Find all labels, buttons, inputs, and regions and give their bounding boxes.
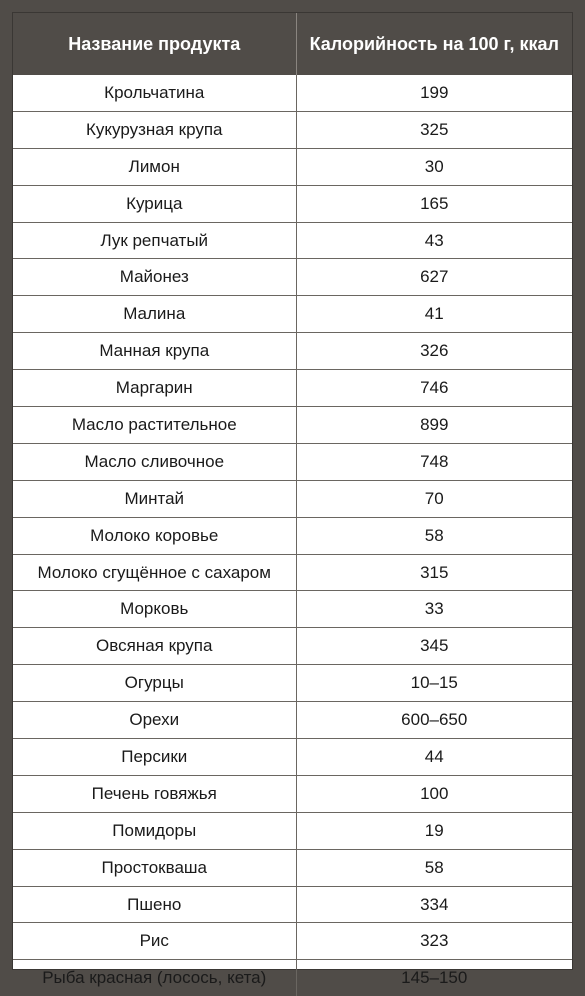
calories-cell: 899 — [295, 406, 572, 444]
product-name-cell: Печень говяжья — [13, 774, 297, 813]
product-name-cell: Простокваша — [13, 848, 297, 887]
table-row: Рис 323 — [13, 922, 572, 961]
table-row: Помидоры 19 — [13, 811, 572, 850]
product-name-cell: Курица — [13, 184, 297, 223]
calories-cell: 199 — [295, 75, 572, 112]
table-row: Малина 41 — [13, 295, 572, 334]
product-name-cell: Персики — [13, 738, 297, 776]
table-row: Маргарин 746 — [13, 369, 572, 408]
calories-cell: 70 — [295, 479, 572, 518]
product-name-cell: Лимон — [13, 147, 297, 186]
table-row: Крольчатина 199 — [13, 75, 572, 112]
calories-cell: 748 — [295, 442, 572, 481]
calories-cell: 10–15 — [295, 664, 572, 703]
product-name-cell: Маргарин — [13, 369, 297, 408]
table-row: Молоко сгущённое с сахаром 315 — [13, 553, 572, 592]
header-product-name: Название продукта — [13, 13, 297, 75]
product-name-cell: Молоко сгущённое с сахаром — [13, 553, 297, 592]
table-row: Масло растительное 899 — [13, 406, 572, 444]
table-row: Минтай 70 — [13, 479, 572, 518]
product-name-cell: Крольчатина — [13, 75, 297, 112]
header-row: Название продукта Калорийность на 100 г,… — [13, 13, 572, 75]
table-row: Масло сливочное 748 — [13, 442, 572, 481]
product-name-cell: Молоко коровье — [13, 516, 297, 555]
calories-cell: 58 — [295, 516, 572, 555]
product-name-cell: Рыба красная (лосось, кета) — [13, 959, 297, 996]
table-row: Манная крупа 326 — [13, 332, 572, 371]
calories-cell: 345 — [295, 627, 572, 666]
calories-cell: 19 — [295, 811, 572, 850]
product-name-cell: Масло растительное — [13, 406, 297, 444]
table-row: Майонез 627 — [13, 258, 572, 297]
product-name-cell: Манная крупа — [13, 332, 297, 371]
calories-cell: 323 — [295, 922, 572, 961]
product-name-cell: Масло сливочное — [13, 442, 297, 481]
calories-cell: 44 — [295, 738, 572, 776]
product-name-cell: Малина — [13, 295, 297, 334]
table-row: Печень говяжья 100 — [13, 774, 572, 813]
table-row: Пшено 334 — [13, 885, 572, 924]
product-name-cell: Рис — [13, 922, 297, 961]
table-row: Орехи 600–650 — [13, 701, 572, 740]
calories-cell: 600–650 — [295, 701, 572, 740]
product-name-cell: Огурцы — [13, 664, 297, 703]
table-row: Рыба красная (лосось, кета) 145–150 — [13, 959, 572, 996]
calories-cell: 325 — [295, 110, 572, 149]
header-calories: Калорийность на 100 г, ккал — [296, 13, 572, 75]
calories-cell: 43 — [295, 221, 572, 260]
table-row: Курица 165 — [13, 184, 572, 223]
product-name-cell: Овсяная крупа — [13, 627, 297, 666]
product-name-cell: Майонез — [13, 258, 297, 297]
calories-cell: 58 — [295, 848, 572, 887]
table-row: Огурцы 10–15 — [13, 664, 572, 703]
calorie-table-frame: Название продукта Калорийность на 100 г,… — [12, 12, 573, 996]
table-row: Кукурузная крупа 325 — [13, 110, 572, 149]
table-row: Морковь 33 — [13, 590, 572, 629]
calories-cell: 145–150 — [295, 959, 572, 996]
product-name-cell: Минтай — [13, 479, 297, 518]
calories-cell: 627 — [295, 258, 572, 297]
table-header: Название продукта Калорийность на 100 г,… — [13, 13, 572, 75]
calories-cell: 326 — [295, 332, 572, 371]
product-name-cell: Кукурузная крупа — [13, 110, 297, 149]
table-row: Лук репчатый 43 — [13, 221, 572, 260]
product-name-cell: Лук репчатый — [13, 221, 297, 260]
table-row: Овсяная крупа 345 — [13, 627, 572, 666]
product-name-cell: Морковь — [13, 590, 297, 629]
table-row: Простокваша 58 — [13, 848, 572, 887]
table-row: Персики 44 — [13, 738, 572, 776]
product-name-cell: Пшено — [13, 885, 297, 924]
calories-cell: 33 — [295, 590, 572, 629]
calorie-table: Название продукта Калорийность на 100 г,… — [13, 13, 572, 996]
calories-cell: 165 — [295, 184, 572, 223]
calories-cell: 334 — [295, 885, 572, 924]
calories-cell: 100 — [295, 774, 572, 813]
table-body: Крольчатина 199 Кукурузная крупа 325 Лимон 30… — [13, 75, 572, 996]
calories-cell: 41 — [295, 295, 572, 334]
calories-cell: 315 — [295, 553, 572, 592]
table-row: Лимон 30 — [13, 147, 572, 186]
calories-cell: 30 — [295, 147, 572, 186]
product-name-cell: Орехи — [13, 701, 297, 740]
product-name-cell: Помидоры — [13, 811, 297, 850]
table-row: Молоко коровье 58 — [13, 516, 572, 555]
calories-cell: 746 — [295, 369, 572, 408]
